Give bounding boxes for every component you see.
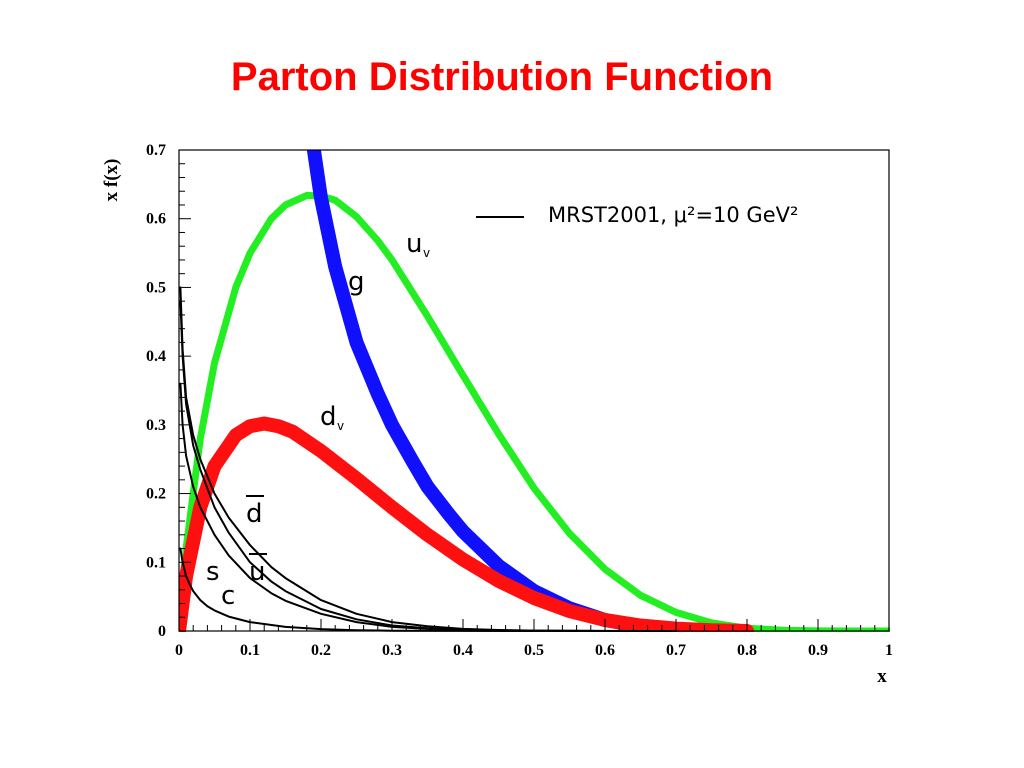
- curve-label-d-bar: d: [246, 499, 263, 529]
- curve-label-sub-u_v: v: [423, 246, 430, 260]
- curve-label-u_v: u: [406, 229, 422, 259]
- y-tick-label: 0.4: [146, 348, 166, 365]
- series-d_v: [179, 416, 754, 632]
- y-axis-label: x f(x): [101, 159, 122, 202]
- curve-label-d_v: d: [320, 402, 337, 432]
- x-tick-label: 0.9: [808, 642, 828, 659]
- y-tick-label: 0.2: [146, 486, 166, 503]
- x-tick-label: 0.7: [666, 642, 686, 659]
- curve-label-c: c: [221, 581, 235, 611]
- y-tick-label: 0.1: [146, 554, 166, 571]
- x-tick-label: 0.2: [311, 642, 331, 659]
- y-tick-label: 0.7: [146, 142, 166, 159]
- series-u_v: [179, 191, 890, 632]
- curve-label-u-bar: u: [249, 557, 265, 587]
- slide-title: Parton Distribution Function: [230, 55, 774, 99]
- x-tick-label: 1: [885, 642, 893, 659]
- x-tick-label: 0.6: [595, 642, 615, 659]
- x-tick-label: 0.3: [382, 642, 402, 659]
- curve-label-sub-d_v: v: [337, 419, 344, 433]
- x-tick-label: 0.5: [524, 642, 544, 659]
- x-tick-label: 0.8: [737, 642, 757, 659]
- y-tick-label: 0.6: [146, 211, 166, 228]
- curve-label-g: g: [348, 267, 365, 297]
- series-s: [179, 382, 606, 632]
- x-tick-label: 0.1: [240, 642, 260, 659]
- y-tick-label: 0.3: [146, 417, 166, 434]
- legend-text: MRST2001, μ²=10 GeV²: [548, 203, 798, 227]
- y-tick-label: 0.5: [146, 279, 166, 296]
- x-axis-label: x: [877, 666, 887, 687]
- y-tick-label: 0: [158, 623, 166, 640]
- x-tick-label: 0: [175, 642, 183, 659]
- x-tick-label: 0.4: [453, 642, 473, 659]
- curve-label-s: s: [206, 557, 220, 587]
